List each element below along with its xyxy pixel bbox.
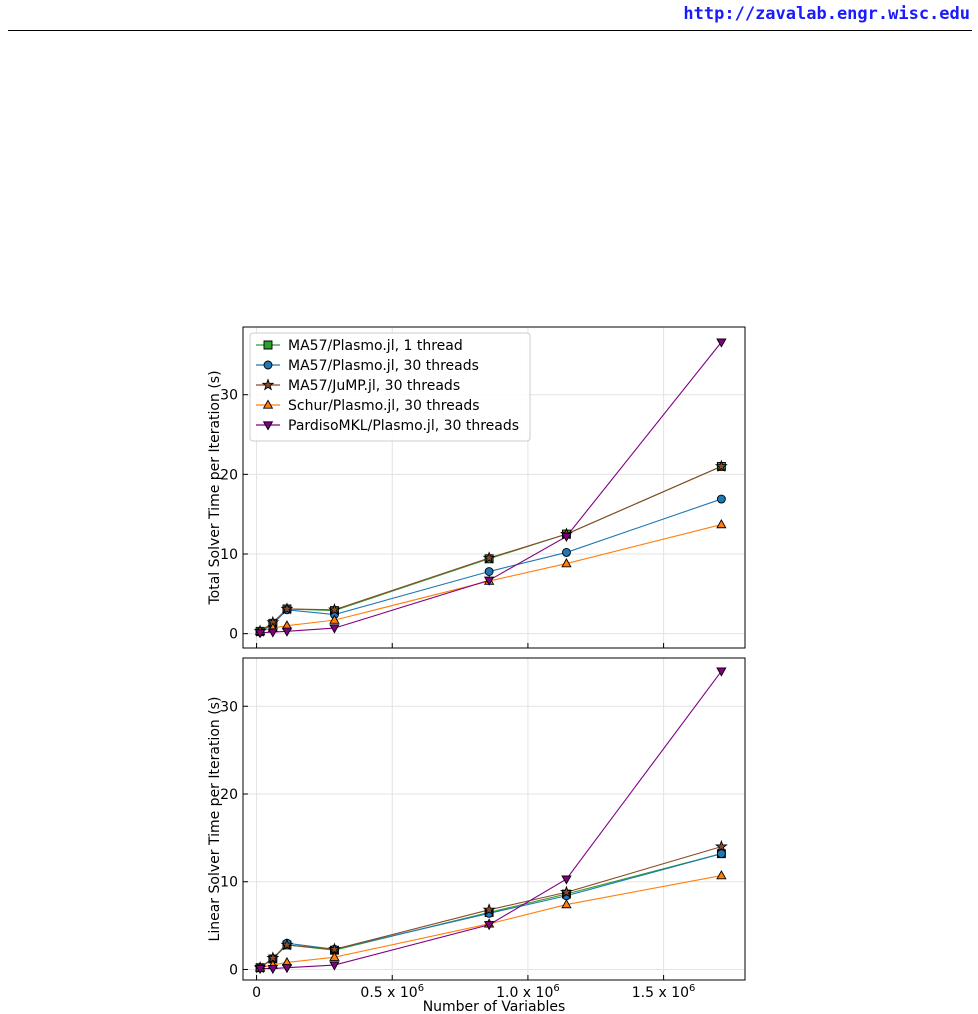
data-point-s3-5 — [482, 903, 496, 916]
data-point-s5-1 — [254, 629, 266, 639]
chart-panel-2: 0 10 20 30 0 0.5 x 106 1.0 x 106 1.5 x 106 Linea… — [207, 657, 746, 1014]
data-point-s2-7 — [716, 849, 726, 859]
legend-marker-5 — [262, 421, 274, 431]
data-point-s5-6 — [561, 875, 572, 885]
legend-label-1: MA57/Plasmo.jl, 1 thread — [288, 338, 463, 354]
plot-frame — [242, 657, 746, 981]
data-point-s2-5 — [484, 567, 494, 576]
legend-label-4: Schur/Plasmo.jl, 30 threads — [288, 398, 480, 414]
data-point-s3-5 — [482, 551, 496, 564]
y-tick-label: 20 — [220, 467, 238, 483]
legend-label-5: PardisoMKL/Plasmo.jl, 30 threads — [288, 418, 519, 434]
data-point-s4-4 — [329, 951, 340, 961]
data-point-s3-4 — [328, 942, 341, 955]
data-point-s5-3 — [281, 964, 293, 974]
data-point-s5-2 — [267, 964, 279, 975]
header-rule — [8, 30, 972, 31]
data-point-s2-6 — [562, 547, 571, 557]
legend-marker-2 — [263, 360, 273, 370]
legend-marker-1 — [263, 340, 273, 350]
y-tick-label: 20 — [220, 787, 238, 803]
legend-label-2: MA57/Plasmo.jl, 30 threads — [288, 358, 479, 374]
data-point-s5-1 — [254, 964, 266, 975]
data-point-s3-6 — [560, 885, 573, 898]
data-point-s5-2 — [267, 628, 279, 638]
data-point-s2-7 — [716, 494, 726, 504]
data-point-s4-4 — [329, 614, 340, 624]
y-tick-label: 30 — [220, 699, 238, 715]
series-line-1 — [259, 465, 722, 632]
data-point-s4-6 — [561, 899, 572, 909]
x-tick-label: 0.5 x 106 — [360, 983, 424, 1001]
data-point-s4-7 — [716, 870, 727, 880]
data-point-s5-5 — [483, 576, 495, 586]
data-point-s3-3 — [280, 938, 294, 951]
data-point-s4-6 — [561, 558, 572, 568]
data-point-s3-7 — [714, 459, 728, 472]
legend-marker-4 — [262, 399, 274, 409]
data-point-s3-7 — [714, 839, 728, 853]
y-axis-label: Total Solver Time per Iteration (s) — [207, 370, 223, 605]
legend-label-3: MA57/JuMP.jl, 30 threads — [288, 378, 460, 394]
series-line-2 — [259, 498, 722, 633]
y-tick-label: 10 — [220, 547, 238, 563]
x-tick-label: 1.0 x 106 — [496, 983, 560, 1001]
x-axis-label: Number of Variables — [423, 999, 566, 1014]
legend-marker-3 — [261, 378, 275, 391]
series-line-3 — [259, 465, 722, 632]
plot-frame — [242, 326, 746, 649]
y-tick-label: 10 — [220, 875, 238, 891]
y-tick-label: 30 — [220, 388, 238, 404]
x-tick-label: 1.5 x 106 — [632, 983, 696, 1001]
data-point-s5-6 — [561, 532, 572, 543]
data-point-s3-4 — [328, 603, 341, 616]
data-point-s3-3 — [280, 602, 294, 615]
data-point-s5-4 — [329, 624, 340, 634]
data-point-s5-7 — [716, 338, 727, 348]
header-url-link[interactable]: http://zavalab.engr.wisc.edu — [683, 4, 970, 24]
y-tick-label: 0 — [229, 627, 238, 643]
data-point-s5-4 — [329, 961, 340, 971]
data-point-s4-7 — [716, 519, 727, 529]
data-point-s5-3 — [281, 627, 293, 637]
y-tick-label: 0 — [229, 962, 238, 978]
legend-box — [249, 332, 531, 442]
y-axis-label: Linear Solver Time per Iteration (s) — [207, 697, 223, 942]
x-tick-label: 0 — [252, 985, 261, 1001]
data-point-s5-5 — [483, 921, 495, 931]
data-point-s5-7 — [716, 667, 727, 677]
